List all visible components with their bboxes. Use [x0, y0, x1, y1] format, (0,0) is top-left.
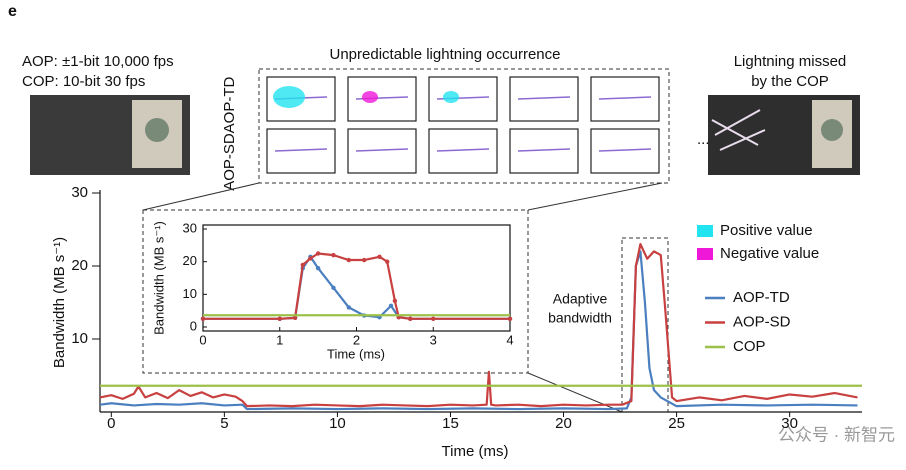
missed-caption: by the COP: [751, 73, 829, 90]
thumbnail: [266, 128, 336, 174]
y-tick-label: 0: [190, 318, 197, 333]
x-axis-label: Time (ms): [442, 443, 509, 460]
x-axis-label: Time (ms): [327, 346, 385, 361]
series-point: [507, 316, 513, 322]
x-tick-label: 1: [276, 332, 283, 347]
series-point: [408, 316, 413, 322]
missed-caption: Lightning missed: [734, 53, 847, 70]
thumbnail-blob: [362, 91, 378, 103]
legend-label: COP: [733, 338, 766, 355]
legend-label: AOP-SD: [733, 313, 791, 330]
y-tick-label: 30: [183, 220, 197, 235]
series-point: [377, 254, 382, 259]
montage-frame: [258, 68, 670, 184]
annotation: Adaptive: [553, 291, 608, 307]
series-line: [99, 250, 858, 411]
y-axis-label: Bandwidth (MB s⁻¹): [51, 237, 68, 368]
series-point: [331, 285, 336, 290]
thumbnail-grid: [266, 76, 660, 174]
thumbnail-blob: [273, 86, 305, 108]
y-tick-label: 30: [71, 184, 88, 201]
thumbnail-stroke: [517, 96, 571, 100]
legend-label: Positive value: [720, 222, 813, 239]
series-point: [315, 251, 321, 256]
legend-label: AOP-TD: [733, 289, 790, 306]
thumbnail-stroke: [598, 148, 652, 152]
series-point: [361, 257, 367, 263]
thumbnail-stroke: [436, 148, 490, 152]
series-point: [292, 315, 298, 321]
y-axis-label: Bandwidth (MB s⁻¹): [151, 221, 166, 335]
x-tick-label: 0: [107, 415, 115, 432]
y-tick-label: 20: [183, 253, 197, 268]
ellipsis: ...: [697, 131, 710, 148]
x-tick-label: 3: [430, 332, 437, 347]
thumbnail-stroke: [355, 148, 409, 152]
series-point: [200, 316, 206, 322]
series-point: [388, 303, 394, 308]
annotation: bandwidth: [548, 310, 612, 326]
watermark: 公众号 · 新智元: [778, 425, 895, 444]
series-line: [99, 243, 858, 408]
connector: [527, 182, 663, 211]
y-tick-label: 20: [71, 257, 88, 274]
x-tick-label: 2: [353, 332, 360, 347]
aop-spec: AOP: ±1-bit 10,000 fps: [22, 53, 174, 70]
series-point: [277, 316, 282, 322]
series-point: [385, 259, 390, 264]
thumbnail-stroke: [517, 148, 571, 152]
x-tick-label: 20: [555, 415, 572, 432]
thumbnail-stroke: [274, 148, 328, 152]
series-point: [346, 257, 352, 263]
thumbnail-blob: [443, 91, 459, 103]
x-tick-label: 0: [199, 332, 206, 347]
panel-label: e: [8, 3, 17, 20]
montage-title: Unpredictable lightning occurrence: [330, 46, 561, 63]
series-point: [300, 262, 305, 268]
legend-swatch: [697, 225, 713, 237]
series-line: [203, 252, 510, 320]
cop-spec: COP: 10-bit 30 fps: [22, 73, 145, 90]
y-tick-label: 10: [183, 286, 197, 301]
x-tick-label: 30: [781, 415, 798, 432]
photo-target-ring: [821, 119, 843, 141]
row-label: AOP-TD: [221, 77, 238, 134]
series-point: [308, 256, 313, 261]
y-tick-label: 10: [71, 330, 88, 347]
spike-frame: [621, 237, 669, 413]
photo-target-ring: [145, 118, 169, 142]
row-label: AOP-SD: [221, 133, 238, 191]
legend-swatch: [697, 248, 713, 260]
x-tick-label: 25: [668, 415, 685, 432]
series-point: [346, 305, 352, 310]
x-tick-label: 15: [442, 415, 459, 432]
series-point: [431, 316, 436, 322]
series-point: [315, 266, 321, 271]
series-point: [331, 252, 336, 258]
x-tick-label: 10: [329, 415, 346, 432]
thumbnail-stroke: [598, 96, 652, 100]
legend-label: Negative value: [720, 245, 819, 262]
series-point: [392, 298, 398, 304]
connector: [142, 182, 260, 211]
lightning-sketch: [711, 109, 766, 151]
x-tick-label: 5: [220, 415, 228, 432]
x-tick-label: 4: [506, 332, 513, 347]
